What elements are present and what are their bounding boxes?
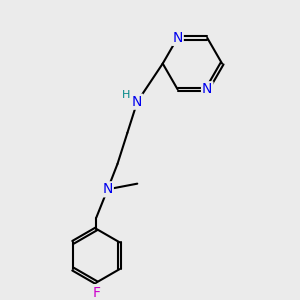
- Text: N: N: [172, 31, 183, 45]
- Text: F: F: [92, 286, 100, 300]
- Text: N: N: [102, 182, 113, 196]
- Text: N: N: [202, 82, 212, 96]
- Text: H: H: [122, 90, 131, 100]
- Text: N: N: [132, 95, 142, 109]
